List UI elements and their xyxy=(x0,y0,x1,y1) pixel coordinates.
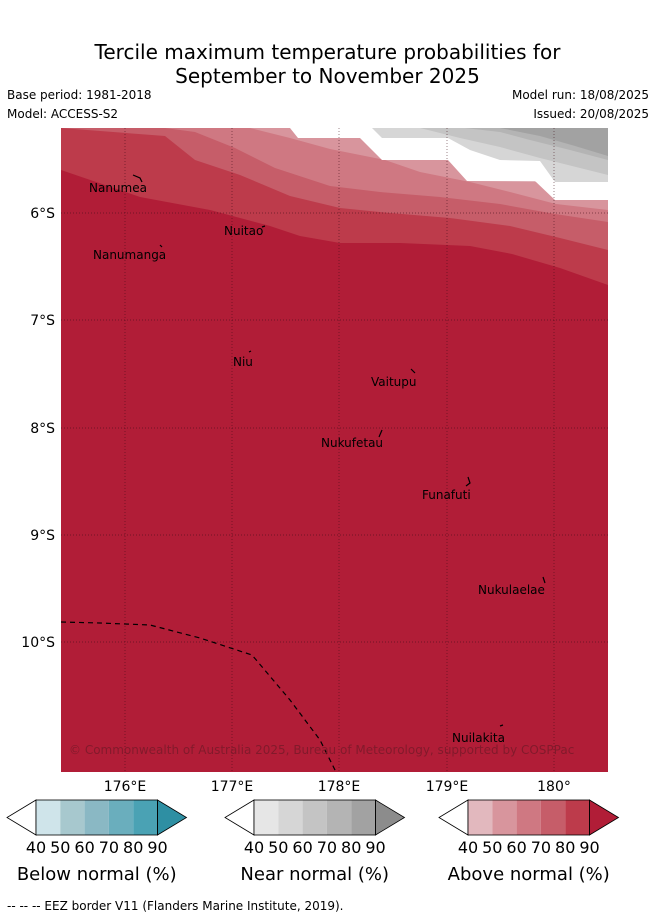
colorbar-tick-label: 60 xyxy=(74,838,94,857)
place-label-nukufetau: Nukufetau xyxy=(321,436,383,450)
colorbar-segment xyxy=(326,800,352,835)
colorbar-tick-label: 80 xyxy=(341,838,361,857)
colorbar-tick-label: 50 xyxy=(50,838,70,857)
colorbar-near-normal: 40 50 60 70 80 90 Near normal (%) xyxy=(224,799,406,885)
lat-label-7s: 7°S xyxy=(30,313,55,329)
colorbar-tick-label: 90 xyxy=(365,838,385,857)
place-label-nuilakita: Nuilakita xyxy=(452,731,505,745)
colorbar-high-extension xyxy=(375,799,406,836)
place-label-niu: Niu xyxy=(233,355,253,369)
probability-band-near-80 xyxy=(500,128,608,156)
colorbar-segment xyxy=(108,800,134,835)
colorbar-tick-label: 40 xyxy=(458,838,478,857)
lon-label-179e: 179°E xyxy=(426,779,469,795)
colorbar-segment xyxy=(254,800,279,835)
colorbar-below-normal: 40 50 60 70 80 90 Below normal (%) xyxy=(6,799,188,885)
place-label-nukulaelae: Nukulaelae xyxy=(478,583,545,597)
colorbar-segment xyxy=(351,800,376,835)
colorbar-outline xyxy=(253,799,376,836)
colorbar-tick-label: 40 xyxy=(244,838,264,857)
colorbar-segment xyxy=(492,800,517,835)
island-nukufetau xyxy=(378,429,383,438)
lon-label-176e: 176°E xyxy=(104,779,147,795)
colorbar-title: Below normal (%) xyxy=(17,864,177,885)
colorbar-high-extension xyxy=(589,799,620,836)
colorbar-tick-label: 50 xyxy=(268,838,288,857)
model-run: Model run: 18/08/2025 xyxy=(511,88,649,102)
colorbar-segment xyxy=(565,800,590,835)
graticule xyxy=(61,128,608,772)
colorbar-segment xyxy=(540,800,566,835)
colorbar-segment xyxy=(278,800,303,835)
colorbar-high-extension xyxy=(157,799,188,836)
title-line-1: Tercile maximum temperature probabilitie… xyxy=(94,40,561,64)
base-period: Base period: 1981-2018 xyxy=(7,88,152,102)
colorbar-outline xyxy=(35,799,158,836)
colorbar-segment xyxy=(36,800,61,835)
colorbar-tick-label: 60 xyxy=(292,838,312,857)
colorbar-tick-label: 70 xyxy=(531,838,551,857)
colorbar-low-extension xyxy=(6,799,37,836)
lat-label-9s: 9°S xyxy=(30,528,55,544)
lon-label-180: 180° xyxy=(537,779,571,795)
copyright-notice: © Commonwealth of Australia 2025, Bureau… xyxy=(69,743,574,757)
island-shapes xyxy=(132,174,546,727)
colorbar-title: Above normal (%) xyxy=(448,864,610,885)
lon-label-177e: 177°E xyxy=(211,779,254,795)
lat-label-6s: 6°S xyxy=(30,206,55,222)
colorbar-tick-label: 80 xyxy=(555,838,575,857)
place-label-nanumanga: Nanumanga xyxy=(93,248,166,262)
island-nuilakita xyxy=(499,724,504,727)
place-label-funafuti: Funafuti xyxy=(422,488,471,502)
colorbar-tick-label: 60 xyxy=(506,838,526,857)
lat-label-10s: 10°S xyxy=(21,635,55,651)
map-area: Nanumea Nuitao Nanumanga Niu Vaitupu Nuk… xyxy=(61,128,608,772)
colorbar-title: Near normal (%) xyxy=(240,864,389,885)
issued-date: Issued: 20/08/2025 xyxy=(533,107,649,121)
colorbar-tick-label: 40 xyxy=(26,838,46,857)
island-funafuti xyxy=(465,476,471,487)
latitude-labels: 6°S 7°S 8°S 9°S 10°S xyxy=(21,206,55,651)
eez-border-legend: -- -- -- EEZ border V11 (Flanders Marine… xyxy=(7,899,344,913)
island-nuitao xyxy=(261,225,266,228)
colorbar-tick-label: 50 xyxy=(482,838,502,857)
map-title: Tercile maximum temperature probabilitie… xyxy=(0,40,655,88)
lat-label-8s: 8°S xyxy=(30,421,55,437)
colorbar-segment xyxy=(302,800,327,835)
colorbar-outline xyxy=(467,799,590,836)
longitude-labels: 176°E 177°E 178°E 179°E 180° xyxy=(104,779,571,795)
colorbar-tick-label: 90 xyxy=(579,838,599,857)
colorbar-low-extension xyxy=(224,799,255,836)
island-nanumanga xyxy=(159,244,163,248)
place-label-nanumea: Nanumea xyxy=(89,181,147,195)
island-niu xyxy=(248,350,252,353)
colorbar-segment xyxy=(133,800,158,835)
island-vaitupu xyxy=(410,368,416,374)
eez-border-line xyxy=(61,621,337,772)
colorbar-segment xyxy=(84,800,109,835)
colorbar-segment xyxy=(468,800,493,835)
colorbar-low-extension xyxy=(438,799,469,836)
colorbar-tick-label: 90 xyxy=(147,838,167,857)
colorbar-tick-label: 70 xyxy=(99,838,119,857)
colorbar-above-normal: 40 50 60 70 80 90 Above normal (%) xyxy=(438,799,620,885)
colorbar-segment xyxy=(60,800,85,835)
place-label-vaitupu: Vaitupu xyxy=(371,375,417,389)
place-labels: Nanumea Nuitao Nanumanga Niu Vaitupu Nuk… xyxy=(89,181,545,745)
colorbar-segment xyxy=(516,800,541,835)
island-nukulaelae xyxy=(542,576,546,584)
title-line-2: September to November 2025 xyxy=(175,64,480,88)
island-nanumea xyxy=(132,174,143,183)
model-name: Model: ACCESS-S2 xyxy=(7,107,119,121)
colorbar-tick-label: 80 xyxy=(123,838,143,857)
colorbar-tick-label: 70 xyxy=(317,838,337,857)
place-label-nuitao: Nuitao xyxy=(224,224,263,238)
lon-label-178e: 178°E xyxy=(318,779,361,795)
